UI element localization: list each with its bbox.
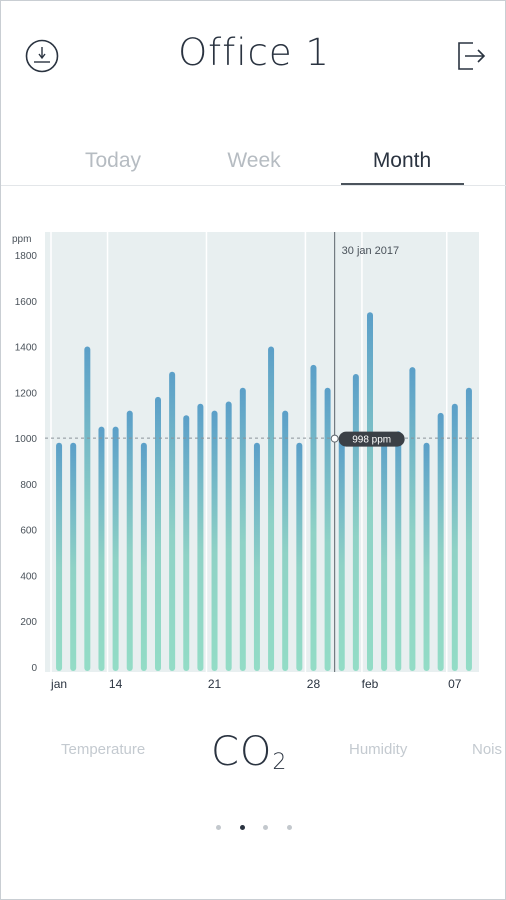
chart-bar[interactable] — [310, 364, 317, 671]
y-tick-label: 200 — [20, 617, 37, 628]
tooltip-bubble — [338, 431, 405, 447]
active-tab-indicator — [341, 183, 464, 185]
chart-bar[interactable] — [239, 387, 246, 671]
chart-bar[interactable] — [197, 403, 204, 671]
period-tabs: Today Week Month — [1, 141, 506, 187]
x-tick-label: 07 — [448, 677, 462, 691]
chart-bar[interactable] — [112, 426, 119, 671]
chart-bar[interactable] — [155, 396, 161, 671]
selection-marker — [330, 434, 339, 443]
chart-bar[interactable] — [352, 374, 359, 671]
x-tick-label: 21 — [208, 677, 222, 691]
chart-bar[interactable] — [367, 312, 373, 671]
tab-week[interactable]: Week — [227, 149, 281, 172]
y-tick-label: 1400 — [15, 343, 38, 354]
x-tick-label: jan — [50, 677, 67, 691]
chart-bar[interactable] — [225, 401, 232, 671]
metric-humidity[interactable]: Humidity — [349, 741, 408, 758]
y-tick-label: 1000 — [15, 434, 38, 445]
chart-bar[interactable] — [451, 403, 458, 671]
chart-bar[interactable] — [324, 387, 331, 671]
chart-bar[interactable] — [126, 410, 133, 671]
metric-temperature[interactable]: Temperature — [61, 741, 146, 758]
page-dot[interactable] — [216, 825, 221, 830]
chart-bar[interactable] — [423, 442, 430, 671]
chart-bar[interactable] — [169, 371, 176, 671]
chart-bar[interactable] — [140, 442, 147, 671]
chart-bar[interactable] — [84, 346, 91, 671]
metric-co2-main: CO — [211, 729, 273, 775]
chart-bar[interactable] — [211, 410, 218, 671]
tooltip-value: 998 ppm — [352, 435, 391, 446]
chart-bar[interactable] — [437, 412, 444, 671]
tab-month[interactable]: Month — [372, 149, 432, 172]
co2-chart[interactable]: 0 200 400 600 800 1000 1200 1400 1600 1800 ppm jan 1… — [1, 226, 506, 696]
chart-bar[interactable] — [465, 387, 472, 671]
page-title: Office 1 — [178, 31, 330, 74]
page-dot-active[interactable] — [240, 825, 245, 830]
x-tick-label: 28 — [307, 677, 321, 691]
y-tick-label: 800 — [20, 480, 37, 491]
tab-today[interactable]: Today — [84, 149, 142, 172]
x-tick-label: feb — [362, 677, 379, 691]
co2-bar-chart[interactable]: 0 200 400 600 800 1000 1200 1400 1600 1800 ppm jan 1… — [1, 226, 506, 696]
tabs-divider — [1, 185, 506, 186]
y-tick-label: 400 — [20, 571, 37, 582]
chart-bar[interactable] — [183, 415, 190, 671]
y-tick-label: 600 — [20, 526, 37, 537]
x-tick-label: 14 — [109, 677, 123, 691]
y-tick-label: 1200 — [15, 388, 38, 399]
chart-bar[interactable] — [338, 438, 345, 671]
metric-carousel[interactable]: Temperature CO2 Humidity Nois — [1, 729, 506, 779]
chart-bar[interactable] — [98, 426, 105, 671]
chart-bar[interactable] — [56, 442, 63, 671]
y-tick-label: 1800 — [15, 251, 38, 262]
page-indicator — [1, 823, 506, 833]
chart-bar[interactable] — [296, 442, 303, 671]
selection-date-label: 30 jan 2017 — [342, 245, 400, 257]
metric-noise[interactable]: Nois — [472, 741, 503, 758]
chart-bar[interactable] — [395, 431, 402, 671]
page-dot[interactable] — [263, 825, 268, 830]
y-axis-label: ppm — [12, 234, 31, 245]
chart-bar[interactable] — [70, 442, 77, 671]
gauge-icon[interactable] — [25, 39, 59, 73]
chart-bar[interactable] — [409, 367, 416, 671]
chart-bar[interactable] — [268, 346, 275, 671]
metric-co2[interactable]: CO2 — [211, 729, 287, 775]
metric-co2-sub: 2 — [272, 750, 288, 775]
y-tick-label: 0 — [31, 663, 37, 674]
chart-bar[interactable] — [381, 433, 388, 671]
chart-bar[interactable] — [282, 410, 289, 671]
page-dot[interactable] — [287, 825, 292, 830]
y-tick-label: 1600 — [15, 297, 38, 308]
chart-bar[interactable] — [253, 442, 260, 671]
logout-icon[interactable] — [453, 39, 487, 73]
